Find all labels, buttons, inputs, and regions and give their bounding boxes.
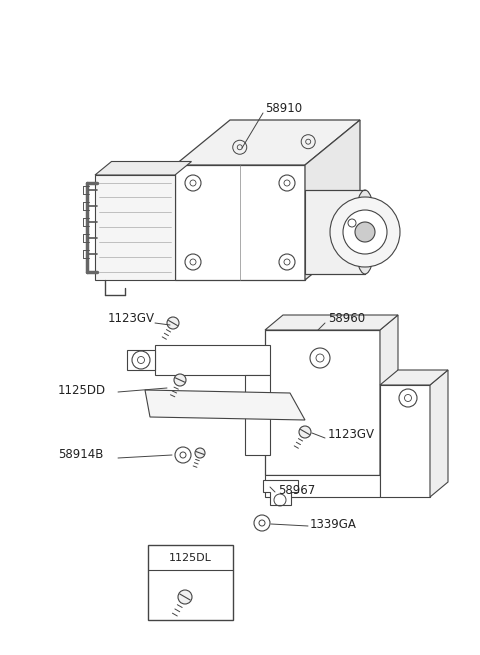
- Circle shape: [254, 515, 270, 531]
- Polygon shape: [430, 370, 448, 497]
- Polygon shape: [380, 315, 398, 475]
- Polygon shape: [380, 385, 430, 497]
- Polygon shape: [305, 120, 360, 280]
- Circle shape: [348, 219, 356, 227]
- Bar: [148, 545, 233, 620]
- Circle shape: [180, 452, 186, 458]
- Polygon shape: [265, 315, 398, 330]
- Text: 1123GV: 1123GV: [328, 428, 375, 441]
- Polygon shape: [95, 162, 192, 175]
- Polygon shape: [245, 375, 270, 455]
- Circle shape: [330, 197, 400, 267]
- Circle shape: [343, 210, 387, 254]
- Polygon shape: [175, 165, 305, 280]
- Polygon shape: [263, 480, 298, 505]
- Circle shape: [355, 222, 375, 242]
- Circle shape: [167, 317, 179, 329]
- Polygon shape: [380, 370, 448, 385]
- Polygon shape: [145, 390, 305, 420]
- Text: 58910: 58910: [265, 102, 302, 115]
- Polygon shape: [95, 175, 175, 280]
- Ellipse shape: [354, 190, 376, 274]
- Text: 1125DL: 1125DL: [169, 553, 212, 563]
- Polygon shape: [265, 475, 380, 497]
- Text: 58914B: 58914B: [58, 449, 103, 462]
- Polygon shape: [127, 350, 155, 370]
- Text: 1123GV: 1123GV: [108, 312, 155, 324]
- Circle shape: [178, 590, 192, 604]
- Circle shape: [174, 374, 186, 386]
- Text: 58967: 58967: [278, 483, 315, 496]
- Polygon shape: [155, 345, 270, 375]
- Circle shape: [175, 447, 191, 463]
- Text: 1125DD: 1125DD: [58, 383, 106, 396]
- Circle shape: [259, 520, 265, 526]
- Bar: [305, 190, 365, 274]
- Text: 58960: 58960: [328, 312, 365, 324]
- Circle shape: [299, 426, 311, 438]
- Circle shape: [195, 448, 205, 458]
- Polygon shape: [265, 330, 380, 475]
- Polygon shape: [175, 120, 360, 165]
- Text: 1339GA: 1339GA: [310, 519, 357, 531]
